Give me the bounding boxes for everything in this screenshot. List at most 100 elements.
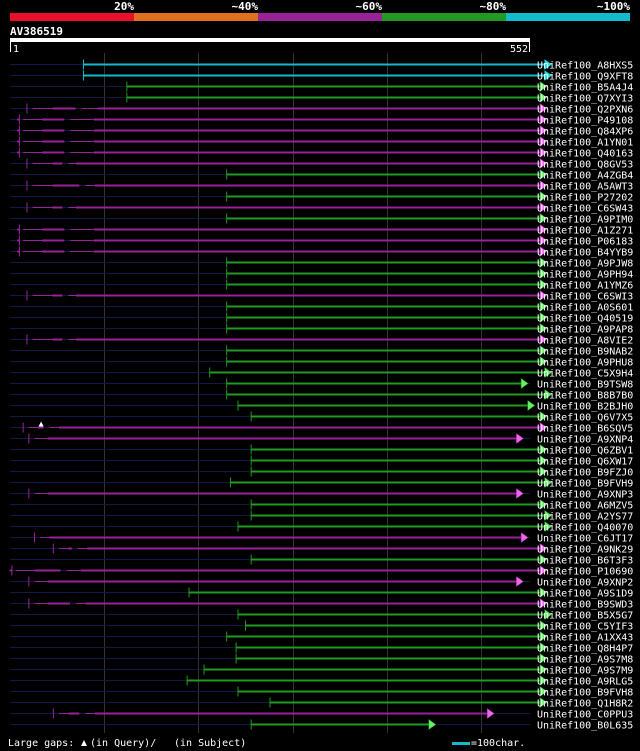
hit-row[interactable]: UniRef100_B4YYB9 — [17, 246, 633, 259]
hit-row[interactable]: UniRef100_Q6ZBV1 — [250, 444, 633, 457]
hit-row[interactable]: UniRef100_A9PIM0 — [226, 213, 634, 226]
hit-label[interactable]: UniRef100_C6JT17 — [537, 534, 633, 545]
hit-label[interactable]: UniRef100_A9PIM0 — [537, 215, 633, 226]
hit-row[interactable]: UniRef100_A2YS77 — [250, 510, 633, 523]
hit-row[interactable]: UniRef100_A1XX43 — [226, 631, 634, 644]
hit-row[interactable]: UniRef100_A8VIE2 — [26, 334, 634, 347]
hit-label[interactable]: UniRef100_P27202 — [537, 193, 633, 204]
hit-label[interactable]: UniRef100_Q8H4P7 — [537, 644, 633, 655]
hit-row[interactable]: UniRef100_A5AWT3 — [26, 180, 634, 193]
hit-row[interactable]: UniRef100_A9PH94 — [226, 268, 634, 281]
hit-row[interactable]: UniRef100_B6SQV5 — [22, 421, 633, 435]
hit-label[interactable]: UniRef100_Q40519 — [537, 314, 633, 325]
hit-row[interactable]: UniRef100_P27202 — [226, 191, 634, 204]
hit-row[interactable]: UniRef100_A6MZV5 — [250, 499, 633, 512]
hit-label[interactable]: UniRef100_Q6XW17 — [537, 457, 633, 468]
hit-label[interactable]: UniRef100_P06183 — [537, 237, 633, 248]
hit-label[interactable]: UniRef100_B8B7B0 — [537, 391, 633, 402]
hit-label[interactable]: UniRef100_A1Z271 — [537, 226, 633, 237]
hit-label[interactable]: UniRef100_A9PAP8 — [537, 325, 633, 336]
hit-row[interactable]: UniRef100_Q8GV53 — [26, 158, 634, 171]
hit-label[interactable]: UniRef100_Q40070 — [537, 523, 633, 534]
hit-label[interactable]: UniRef100_A2YS77 — [537, 512, 633, 523]
hit-row[interactable]: UniRef100_C6SWI3 — [26, 290, 634, 303]
hit-row[interactable]: UniRef100_Q84XP6 — [17, 125, 633, 138]
hit-label[interactable]: UniRef100_A9S7M8 — [537, 655, 633, 666]
hit-row[interactable]: UniRef100_B5A4J4 — [126, 81, 634, 94]
hit-row[interactable]: UniRef100_A9PAP8 — [226, 323, 634, 336]
hit-label[interactable]: UniRef100_B9FZJ0 — [537, 468, 633, 479]
hit-row[interactable]: UniRef100_C0PPU3 — [52, 708, 633, 721]
hit-row[interactable]: UniRef100_A9PHU8 — [226, 356, 634, 369]
hit-label[interactable]: UniRef100_A4ZGB4 — [537, 171, 633, 182]
hit-label[interactable]: UniRef100_A1XX43 — [537, 633, 633, 644]
hit-row[interactable]: UniRef100_P10690 — [9, 565, 634, 578]
hit-row[interactable]: UniRef100_Q1H8R2 — [269, 697, 633, 710]
hit-row[interactable]: UniRef100_B9NAB2 — [226, 345, 634, 358]
hit-label[interactable]: UniRef100_A0S601 — [537, 303, 633, 314]
hit-label[interactable]: UniRef100_A9XNP2 — [537, 578, 633, 589]
hit-label[interactable]: UniRef100_A8HXS5 — [537, 61, 633, 72]
hit-label[interactable]: UniRef100_Q8GV53 — [537, 160, 633, 171]
hit-row[interactable]: UniRef100_Q40070 — [237, 521, 633, 534]
hit-label[interactable]: UniRef100_A9XNP3 — [537, 490, 633, 501]
hit-row[interactable]: UniRef100_A1Z271 — [17, 224, 633, 237]
hit-label[interactable]: UniRef100_B0L635 — [537, 721, 633, 732]
hit-label[interactable]: UniRef100_P10690 — [537, 567, 633, 578]
hit-row[interactable]: UniRef100_A4ZGB4 — [226, 169, 634, 182]
hit-label[interactable]: UniRef100_Q2PXN6 — [537, 105, 633, 116]
hit-label[interactable]: UniRef100_Q7XYI3 — [537, 94, 633, 105]
hit-row[interactable]: UniRef100_B9FVH9 — [229, 477, 633, 490]
hit-row[interactable]: UniRef100_B5X5G7 — [237, 609, 633, 622]
hit-row[interactable]: UniRef100_Q8H4P7 — [235, 642, 633, 655]
hit-row[interactable]: UniRef100_B2BJH0 — [237, 400, 633, 413]
hit-label[interactable]: UniRef100_B9FVH8 — [537, 688, 633, 699]
hit-label[interactable]: UniRef100_B9FVH9 — [537, 479, 633, 490]
hit-row[interactable]: UniRef100_B0L635 — [250, 719, 633, 732]
hit-row[interactable]: UniRef100_P06183 — [17, 235, 633, 248]
hit-row[interactable]: UniRef100_B9TSW8 — [226, 378, 634, 391]
hit-label[interactable]: UniRef100_B4YYB9 — [537, 248, 633, 259]
hit-label[interactable]: UniRef100_A9PH94 — [537, 270, 633, 281]
hit-label[interactable]: UniRef100_A9RLG5 — [537, 677, 633, 688]
hit-row[interactable]: UniRef100_A9NK29 — [52, 543, 633, 556]
hit-label[interactable]: UniRef100_B9SWD3 — [537, 600, 633, 611]
hit-label[interactable]: UniRef100_A1YMZ6 — [537, 281, 633, 292]
hit-label[interactable]: UniRef100_Q6V7X5 — [537, 413, 633, 424]
hit-row[interactable]: UniRef100_C5X9H4 — [209, 367, 634, 380]
hit-row[interactable]: UniRef100_Q6XW17 — [250, 455, 633, 468]
hit-label[interactable]: UniRef100_C5YIF3 — [537, 622, 633, 633]
hit-label[interactable]: UniRef100_A1YN01 — [537, 138, 633, 149]
hit-row[interactable]: UniRef100_B9FZJ0 — [250, 466, 633, 479]
hit-row[interactable]: UniRef100_A9S1D9 — [188, 587, 633, 600]
hit-row[interactable]: UniRef100_A8HXS5 — [82, 59, 633, 72]
hit-label[interactable]: UniRef100_Q6ZBV1 — [537, 446, 633, 457]
hit-row[interactable]: UniRef100_A9S7M8 — [235, 653, 633, 666]
hit-label[interactable]: UniRef100_A5AWT3 — [537, 182, 633, 193]
hit-label[interactable]: UniRef100_C5X9H4 — [537, 369, 633, 380]
hit-row[interactable]: UniRef100_A1YMZ6 — [226, 279, 634, 292]
hit-label[interactable]: UniRef100_Q9XFT8 — [537, 72, 633, 83]
hit-label[interactable]: UniRef100_B9NAB2 — [537, 347, 633, 358]
hit-label[interactable]: UniRef100_C6SWI3 — [537, 292, 633, 303]
hit-row[interactable]: UniRef100_C6SW43 — [26, 202, 634, 215]
hit-row[interactable]: UniRef100_C5YIF3 — [245, 620, 634, 633]
hit-label[interactable]: UniRef100_P49108 — [537, 116, 633, 127]
hit-label[interactable]: UniRef100_Q40163 — [537, 149, 633, 160]
hit-row[interactable]: UniRef100_A9XNP2 — [28, 576, 633, 589]
hit-label[interactable]: UniRef100_C6SW43 — [537, 204, 633, 215]
hit-row[interactable]: UniRef100_Q2PXN6 — [26, 103, 634, 116]
hit-label[interactable]: UniRef100_A9S1D9 — [537, 589, 633, 600]
hit-label[interactable]: UniRef100_A9PHU8 — [537, 358, 633, 369]
hit-row[interactable]: UniRef100_C6JT17 — [33, 532, 633, 545]
hit-row[interactable]: UniRef100_B9FVH8 — [237, 686, 633, 699]
hit-label[interactable]: UniRef100_B5X5G7 — [537, 611, 633, 622]
hit-row[interactable]: UniRef100_Q40519 — [226, 312, 634, 325]
hit-row[interactable]: UniRef100_Q40163 — [17, 147, 633, 160]
hit-label[interactable]: UniRef100_B5A4J4 — [537, 83, 633, 94]
hit-row[interactable]: UniRef100_A0S601 — [226, 301, 634, 314]
hit-label[interactable]: UniRef100_A6MZV5 — [537, 501, 633, 512]
hit-row[interactable]: UniRef100_B6T3F3 — [250, 554, 633, 567]
hit-label[interactable]: UniRef100_A9S7M9 — [537, 666, 633, 677]
hit-label[interactable]: UniRef100_B6SQV5 — [537, 424, 633, 435]
